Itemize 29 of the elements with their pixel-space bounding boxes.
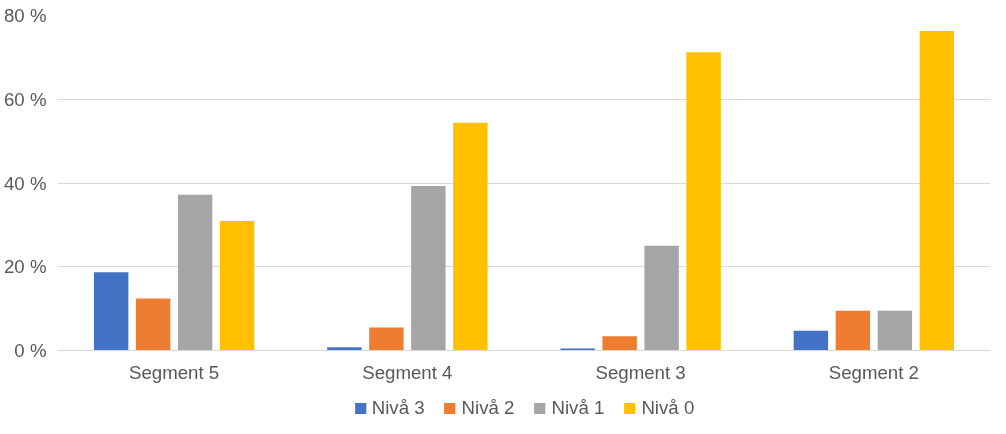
bar [602,336,637,351]
y-tick-label: 0 % [14,340,47,361]
legend-label: Nivå 0 [641,396,695,419]
legend-label: Nivå 2 [461,396,515,419]
legend-label: Nivå 1 [551,396,605,419]
x-tick-label: Segment 4 [362,361,453,383]
bar [93,272,129,351]
bar [177,194,213,351]
y-tick-label: 20 % [3,256,47,278]
y-tick-label: 60 % [3,88,47,110]
bar [686,52,721,351]
bar [219,221,255,351]
bar [793,330,829,351]
bar [135,298,171,351]
legend-label: Nivå 3 [371,396,425,419]
x-tick-label: Segment 5 [129,361,220,383]
bar [411,185,446,351]
y-tick-label: 80 % [3,5,47,26]
bar [560,348,595,351]
bar [453,122,488,351]
bar [369,327,404,351]
x-tick-label: Segment 3 [595,361,686,383]
bar [919,30,955,351]
y-tick-label: 40 % [3,172,47,194]
bar [877,310,913,351]
bar [327,347,362,351]
x-tick-label: Segment 2 [828,361,919,383]
bar [835,310,871,351]
bar [644,245,679,351]
